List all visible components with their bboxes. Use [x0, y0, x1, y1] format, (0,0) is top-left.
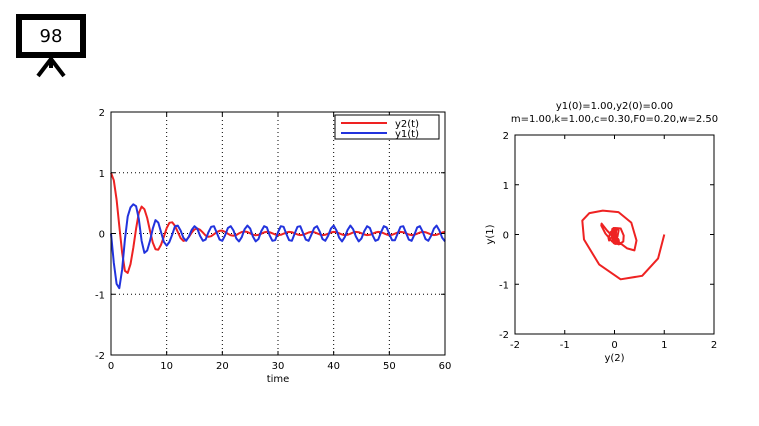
x-tick-label: 10	[160, 361, 173, 372]
x-tick-label: 50	[383, 361, 396, 372]
x-tick-label: -2	[510, 340, 520, 351]
series-line-1	[110, 172, 446, 274]
y-tick-label: 1	[99, 169, 105, 180]
legend-label: y2(t)	[395, 119, 419, 130]
x-tick-label: 30	[272, 361, 285, 372]
y-tick-label: 1	[503, 181, 509, 192]
legend: y2(t)y1(t)	[334, 114, 440, 140]
presentation-board-icon-graphic	[16, 14, 86, 78]
x-tick-label: 20	[216, 361, 229, 372]
x-tick-label: 40	[327, 361, 340, 372]
x-tick-label: -1	[560, 340, 570, 351]
legend-label: y1(t)	[395, 129, 419, 140]
y-tick-label: 2	[99, 108, 105, 119]
slide-number: 98	[39, 26, 63, 47]
end-point-marker	[611, 236, 620, 245]
x-tick-label: 2	[711, 340, 717, 351]
y-tick-label: -2	[499, 330, 509, 341]
y-axis-label: y(1)	[485, 224, 496, 244]
x-tick-label: 0	[108, 361, 114, 372]
series-line-1	[581, 209, 666, 281]
x-tick-label: 0	[611, 340, 617, 351]
y-tick-label: 0	[99, 230, 105, 241]
y-tick-label: 2	[503, 131, 509, 142]
y-tick-label: 0	[503, 231, 509, 242]
chart-subtitle: m=1.00,k=1.00,c=0.30,F0=0.20,w=2.50	[511, 114, 718, 125]
y-tick-label: -2	[95, 351, 105, 362]
series-line-2	[110, 203, 446, 290]
x-tick-label: 1	[661, 340, 667, 351]
presentation-board-icon: 98	[16, 12, 86, 80]
time-series-chart: 0 10 20 30 40 50 60 -2 -1 0 1 2 time y2(t)y1(t)	[95, 108, 451, 385]
legend-box	[334, 114, 440, 140]
y-tick-label: -1	[499, 280, 509, 291]
chart-title: y1(0)=1.00,y2(0)=0.00	[556, 101, 673, 112]
x-axis-label: y(2)	[604, 353, 624, 364]
y-tick-label: -1	[95, 290, 105, 301]
phase-portrait-chart: -2 -1 0 1 2 -2 -1 0 1 2 y(2) y(1) y1(0)=1.00,y2(0)=0…	[485, 101, 718, 364]
x-tick-label: 60	[439, 361, 452, 372]
x-axis-label: time	[267, 374, 290, 385]
